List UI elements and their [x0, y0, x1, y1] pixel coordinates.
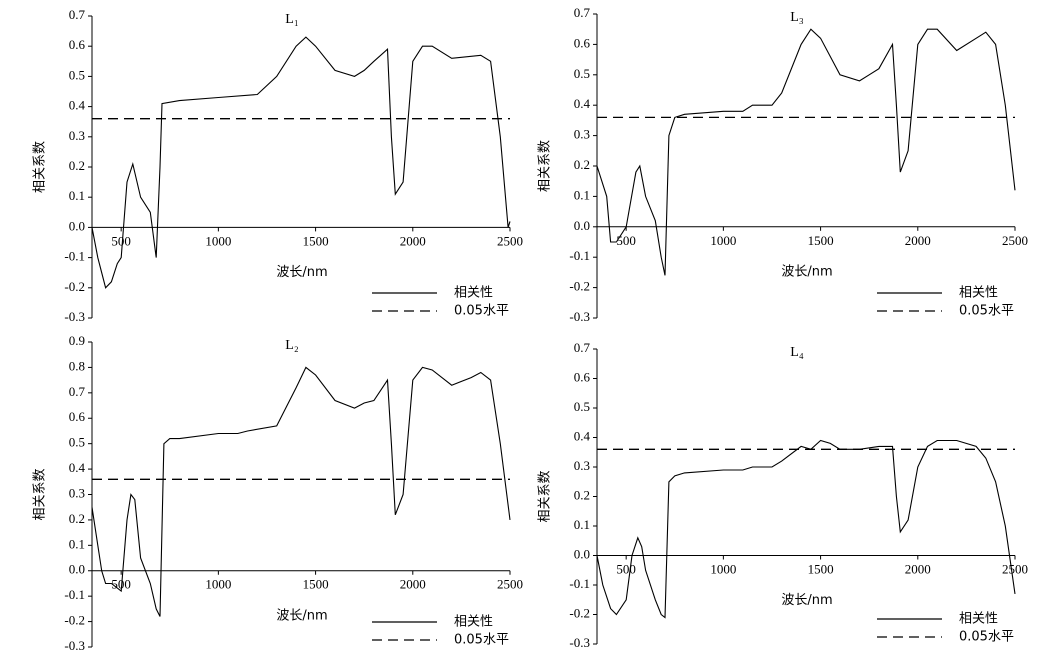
- y-tick-label: 0.4: [69, 98, 86, 113]
- y-tick-label: 0.8: [69, 358, 85, 373]
- x-tick-label: 500: [111, 233, 131, 248]
- y-tick-label: 0.6: [574, 369, 591, 384]
- x-tick-label: 1500: [808, 561, 834, 576]
- y-tick-label: -0.3: [64, 638, 85, 653]
- x-tick-label: 2500: [1002, 233, 1028, 248]
- y-tick-label: 0.1: [69, 188, 85, 203]
- legend-label: 0.05水平: [454, 633, 509, 648]
- y-tick-label: 0.0: [574, 546, 590, 561]
- panel-title: L₂: [285, 338, 299, 353]
- y-tick-label: 0.5: [69, 435, 85, 450]
- x-tick-label: 2000: [905, 233, 931, 248]
- legend-label: 相关性: [454, 286, 493, 301]
- y-tick-label: -0.3: [64, 309, 85, 324]
- x-tick-label: 500: [616, 233, 636, 248]
- y-tick-label: 0.6: [69, 37, 86, 52]
- y-tick-label: 0.0: [574, 218, 590, 233]
- y-tick-label: 0.7: [69, 384, 86, 399]
- series-line: [596, 28, 1016, 276]
- x-tick-label: 1500: [303, 577, 329, 592]
- y-tick-label: 0.2: [574, 487, 590, 502]
- y-tick-label: 0.6: [69, 409, 86, 424]
- y-tick-label: -0.1: [569, 576, 590, 591]
- x-axis-label: 波长/nm: [781, 593, 832, 608]
- x-tick-label: 1000: [205, 233, 231, 248]
- x-tick-label: 2000: [400, 233, 426, 248]
- y-tick-label: 0.3: [574, 458, 590, 473]
- legend-label: 0.05水平: [959, 304, 1014, 319]
- y-axis-label: 相关系数: [33, 468, 48, 520]
- y-axis-label: 相关系数: [538, 470, 553, 522]
- y-tick-label: -0.1: [64, 249, 85, 264]
- y-tick-label: -0.2: [64, 279, 85, 294]
- y-tick-label: 0.2: [574, 157, 590, 172]
- y-tick-label: 0.3: [574, 127, 590, 142]
- series-line: [596, 439, 1016, 619]
- panel-title: L₄: [790, 345, 804, 360]
- y-tick-label: 0.3: [69, 128, 85, 143]
- y-tick-label: 0.4: [574, 428, 591, 443]
- y-tick-label: 0.4: [69, 460, 86, 475]
- x-tick-label: 2000: [400, 577, 426, 592]
- y-axis-label: 相关系数: [538, 140, 553, 192]
- y-tick-label: 0.7: [69, 7, 86, 22]
- y-tick-label: 0.1: [574, 517, 590, 532]
- x-tick-label: 1500: [808, 233, 834, 248]
- y-tick-label: 0.3: [69, 485, 85, 500]
- legend-label: 相关性: [454, 615, 493, 630]
- y-tick-label: 0.0: [69, 218, 85, 233]
- x-tick-label: 2500: [497, 577, 523, 592]
- legend-label: 0.05水平: [959, 630, 1014, 645]
- y-tick-label: 0.1: [574, 187, 590, 202]
- panel-title: L₁: [285, 12, 298, 27]
- y-tick-label: -0.3: [569, 635, 590, 650]
- legend-label: 0.05水平: [454, 304, 509, 319]
- panel-title: L₃: [790, 10, 804, 25]
- y-tick-label: -0.1: [64, 587, 85, 602]
- y-axis-label: 相关系数: [33, 141, 48, 193]
- x-tick-label: 1500: [303, 233, 329, 248]
- x-axis-label: 波长/nm: [781, 264, 832, 279]
- legend-label: 相关性: [959, 612, 998, 627]
- x-tick-label: 2500: [1002, 561, 1028, 576]
- y-tick-label: 0.9: [69, 333, 85, 348]
- y-tick-label: 0.7: [574, 5, 591, 20]
- y-tick-label: 0.6: [574, 35, 591, 50]
- y-tick-label: -0.1: [569, 248, 590, 263]
- y-tick-label: 0.1: [69, 536, 85, 551]
- x-axis-label: 波长/nm: [276, 265, 327, 280]
- y-tick-label: 0.0: [69, 562, 85, 577]
- x-tick-label: 500: [616, 561, 636, 576]
- y-tick-label: 0.5: [574, 399, 590, 414]
- y-tick-label: 0.5: [574, 66, 590, 81]
- legend-label: 相关性: [959, 286, 998, 301]
- y-tick-label: -0.3: [569, 309, 590, 324]
- y-tick-label: -0.2: [569, 605, 590, 620]
- x-tick-label: 1000: [710, 233, 736, 248]
- x-tick-label: 2000: [905, 561, 931, 576]
- y-tick-label: 0.5: [69, 67, 85, 82]
- y-tick-label: 0.7: [574, 340, 591, 355]
- y-tick-label: 0.4: [574, 96, 591, 111]
- y-tick-label: -0.2: [569, 279, 590, 294]
- x-tick-label: 1000: [710, 561, 736, 576]
- x-tick-label: 1000: [205, 577, 231, 592]
- x-tick-label: 2500: [497, 233, 523, 248]
- y-tick-label: -0.2: [64, 613, 85, 628]
- series-line: [91, 36, 511, 289]
- y-tick-label: 0.2: [69, 158, 85, 173]
- x-axis-label: 波长/nm: [276, 608, 327, 623]
- series-line: [91, 366, 511, 617]
- y-tick-label: 0.2: [69, 511, 85, 526]
